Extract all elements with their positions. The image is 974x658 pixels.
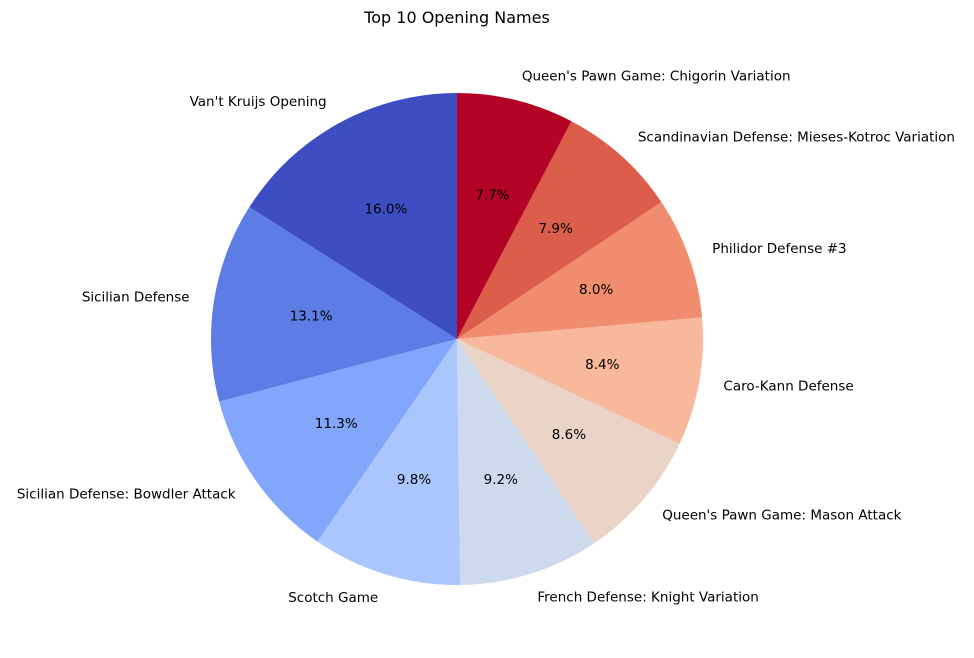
pie-slice (317, 339, 461, 585)
percent-label: 13.1% (290, 308, 333, 324)
percent-label: 7.9% (538, 221, 572, 237)
percent-label: 8.0% (579, 282, 613, 298)
slice-label: Caro-Kann Defense (723, 378, 853, 394)
slice-label: Sicilian Defense (82, 290, 190, 306)
percent-label: 11.3% (315, 416, 358, 432)
percent-label: 8.6% (552, 427, 586, 443)
pie-slice (457, 339, 594, 585)
percent-labels: 16.0% 13.1% 11.3% 9.8% 9.2% 8.6% 8.4% 8.0% 7.9% 7… (290, 188, 620, 489)
slice-label: Queen's Pawn Game: Chigorin Variation (522, 68, 791, 84)
pie-slice (457, 202, 703, 339)
pie-slice (457, 339, 680, 544)
pie-slices (210, 93, 703, 585)
pie-slice (210, 207, 457, 402)
slice-label: Sicilian Defense: Bowdler Attack (17, 487, 236, 503)
pie-slice (219, 339, 457, 542)
percent-label: 9.2% (484, 472, 518, 488)
slice-label: French Defense: Knight Variation (537, 589, 758, 605)
slice-label: Queen's Pawn Game: Mason Attack (662, 507, 901, 523)
percent-label: 9.8% (397, 472, 431, 488)
slice-label: Van't Kruijs Opening (190, 94, 327, 110)
percent-label: 8.4% (585, 357, 619, 373)
slice-labels: Van't Kruijs Opening Sicilian Defense Sici… (17, 68, 955, 606)
pie-slice (457, 121, 662, 340)
chart-title: Top 10 Opening Names (363, 8, 550, 27)
pie-slice (249, 93, 457, 339)
percent-label: 7.7% (475, 188, 509, 204)
percent-label: 16.0% (364, 202, 407, 218)
slice-label: Scotch Game (288, 590, 378, 606)
slice-label: Philidor Defense #3 (712, 241, 846, 257)
pie-slice (457, 317, 703, 444)
slice-label: Scandinavian Defense: Mieses-Kotroc Vari… (638, 130, 955, 146)
pie-slice (457, 93, 572, 339)
